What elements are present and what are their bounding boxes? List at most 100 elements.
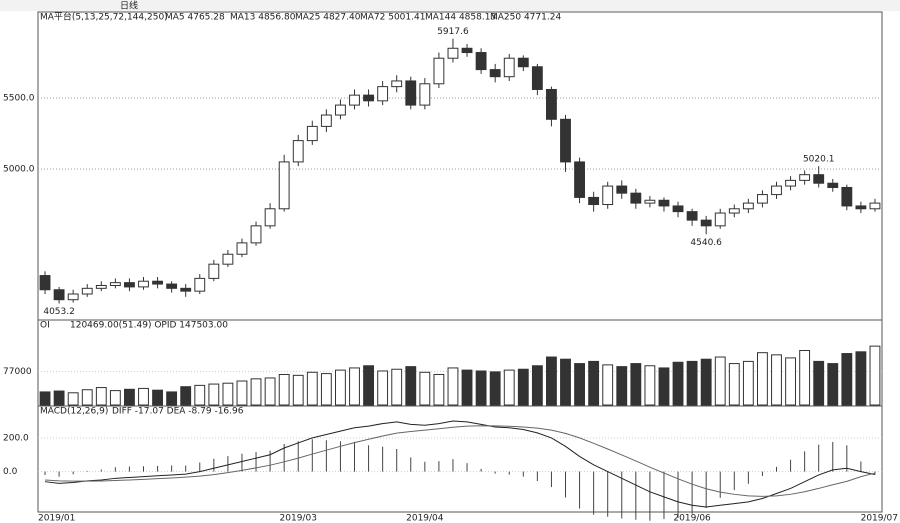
period-label[interactable]: 日线 — [120, 0, 138, 12]
candle-body — [686, 211, 698, 221]
volume-bar — [166, 391, 178, 406]
volume-bar — [560, 358, 571, 406]
volume-bar — [405, 366, 417, 406]
volume-bar — [95, 387, 107, 406]
x-tick-label: 2019/03 — [280, 514, 317, 523]
volume-bar — [152, 389, 163, 406]
annotation: 5020.1 — [803, 155, 835, 165]
volume-bar — [349, 367, 360, 406]
candle-body — [138, 280, 149, 288]
volume-bar — [602, 364, 614, 406]
candle-body — [630, 192, 642, 204]
candle-body — [180, 287, 192, 292]
candle-body — [672, 205, 684, 213]
volume-bar — [419, 371, 431, 406]
volume-bar — [461, 369, 473, 406]
candle-body — [785, 179, 796, 187]
candle-body — [574, 161, 585, 198]
candle-body — [377, 86, 389, 102]
candle-body — [827, 182, 839, 188]
volume-title: OI — [40, 321, 50, 331]
volume-bar — [686, 360, 698, 406]
volume-bar — [742, 360, 754, 406]
volume-bar — [489, 371, 501, 406]
x-tick-label: 2019/01 — [38, 514, 75, 523]
candle-body — [433, 57, 445, 85]
candle-body — [489, 69, 501, 78]
legend-entry: MA25 4827.40 — [295, 13, 361, 23]
price-panel — [37, 11, 883, 321]
volume-panel — [37, 319, 883, 407]
volume-bar — [588, 360, 600, 406]
price-title: MA平台(5,13,25,72,144,250) — [40, 11, 168, 23]
candle-body — [503, 57, 515, 78]
candle-body — [841, 186, 853, 207]
x-tick-label: 2019/04 — [406, 514, 444, 523]
candle-body — [67, 293, 79, 301]
volume-bar — [67, 392, 79, 406]
y-tick-label: 0.0 — [3, 467, 18, 477]
volume-bar — [306, 371, 318, 406]
candle-body — [475, 52, 487, 71]
volume-bar — [630, 363, 642, 406]
annotation: 5917.6 — [437, 27, 469, 37]
candle-body — [714, 212, 726, 227]
volume-bar — [433, 373, 445, 406]
volume-bar — [672, 361, 684, 406]
volume-bar — [574, 363, 585, 406]
candle-body — [363, 94, 374, 102]
candle-body — [869, 202, 881, 210]
candle-body — [391, 80, 403, 88]
candle-body — [602, 185, 614, 206]
candle-body — [560, 118, 571, 163]
volume-bar — [447, 367, 459, 406]
candle-body — [250, 225, 262, 244]
volume-bar — [475, 370, 487, 406]
candle-body — [349, 94, 360, 106]
y-tick-label: 5500.0 — [3, 93, 35, 103]
volume-bar — [377, 370, 389, 406]
volume-bar — [53, 390, 65, 406]
volume-bar — [180, 386, 192, 406]
candle-body — [461, 47, 473, 54]
candle-body — [855, 205, 867, 210]
candle-body — [166, 283, 178, 289]
candle-body — [658, 199, 670, 207]
volume-bar — [813, 360, 825, 406]
candle-body — [757, 194, 768, 204]
legend-entry: MA144 4858.13 — [425, 13, 496, 23]
volume-bar — [39, 391, 51, 406]
candle-body — [447, 47, 459, 59]
volume-bar — [517, 368, 529, 406]
x-tick-label: 2019/06 — [673, 514, 711, 523]
macd-line — [44, 420, 876, 508]
volume-bar — [644, 365, 656, 406]
legend-entry: MA72 5001.41 — [360, 13, 425, 23]
candle-body — [124, 282, 135, 288]
volume-bar — [363, 365, 374, 406]
candle-body — [152, 280, 163, 285]
annotation: 4053.2 — [43, 307, 75, 317]
candle-body — [306, 125, 318, 142]
volume-bar — [531, 365, 543, 406]
candle-body — [405, 80, 417, 106]
volume-bar — [208, 383, 220, 406]
legend-entry: MA250 4771.24 — [490, 13, 561, 23]
candle-body — [531, 66, 543, 90]
x-tick-label: 2019/07 — [861, 514, 898, 523]
volume-bar — [503, 369, 515, 406]
candle-body — [95, 284, 107, 289]
volume-bar — [827, 363, 839, 406]
volume-bar — [546, 356, 557, 406]
macd-panel — [37, 405, 883, 513]
candle-body — [264, 208, 276, 227]
volume-bar — [714, 356, 726, 406]
volume-bar — [757, 352, 768, 406]
candle-body — [546, 88, 557, 120]
candle-body — [81, 287, 93, 295]
volume-bar — [771, 354, 782, 406]
candle-body — [194, 277, 206, 292]
volume-bar — [335, 369, 346, 406]
toolbar — [0, 0, 900, 11]
volume-bar — [320, 373, 332, 406]
